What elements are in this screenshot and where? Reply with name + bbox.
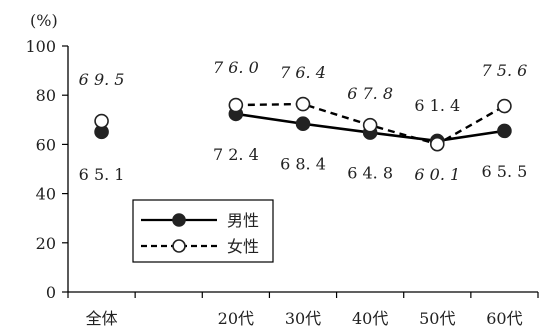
legend-marker — [172, 213, 186, 227]
data-label: 7 6. 0 — [213, 58, 259, 77]
data-labels: 6 5. 1 7 2. 4 6 8. 4 6 4. 8 6 1. 4 6 5. 5 6 9.… — [79, 58, 528, 184]
legend-marker — [172, 239, 186, 253]
data-label: 7 5. 6 — [482, 61, 528, 80]
data-label: 6 5. 5 — [482, 162, 528, 181]
x-tick-label: 20代 — [218, 309, 254, 328]
y-tick-label: 20 — [36, 234, 56, 253]
x-tick-label: 全体 — [86, 309, 118, 328]
data-label: 6 5. 1 — [79, 165, 125, 184]
x-tick-label: 30代 — [285, 309, 321, 328]
data-label: 7 6. 4 — [280, 63, 326, 82]
y-axis-ticks: 0 20 40 60 80 100 — [25, 37, 68, 302]
data-label: 6 4. 8 — [347, 164, 393, 183]
data-label: 6 8. 4 — [280, 155, 326, 174]
data-point — [429, 136, 445, 152]
axes — [67, 46, 538, 293]
data-point — [295, 116, 311, 132]
y-tick-label: 60 — [36, 135, 56, 154]
y-tick-label: 40 — [36, 185, 56, 204]
x-tick-label: 50代 — [419, 309, 455, 328]
x-tick-label: 60代 — [486, 309, 522, 328]
data-label: 6 0. 1 — [414, 165, 460, 184]
legend-box — [132, 199, 274, 263]
data-label: 6 1. 4 — [414, 96, 460, 115]
data-point — [497, 123, 512, 139]
y-tick-label: 80 — [36, 86, 56, 105]
data-point — [228, 97, 244, 113]
x-tick-label: 40代 — [352, 309, 388, 328]
data-point — [295, 96, 311, 112]
y-tick-label: 0 — [46, 283, 56, 302]
data-label: 6 7. 8 — [347, 84, 393, 103]
legend-label: 女性 — [227, 237, 259, 256]
data-label: 7 2. 4 — [213, 145, 259, 164]
data-point — [497, 98, 512, 114]
data-point — [362, 117, 378, 133]
x-axis-ticks: 全体 20代 30代 40代 50代 60代 — [67, 292, 539, 328]
y-tick-label: 100 — [25, 37, 56, 56]
series-group — [94, 96, 512, 152]
y-unit-label: (%) — [30, 11, 58, 30]
legend-label: 男性 — [227, 211, 259, 230]
data-label: 6 9. 5 — [79, 70, 125, 89]
data-point — [94, 113, 109, 129]
